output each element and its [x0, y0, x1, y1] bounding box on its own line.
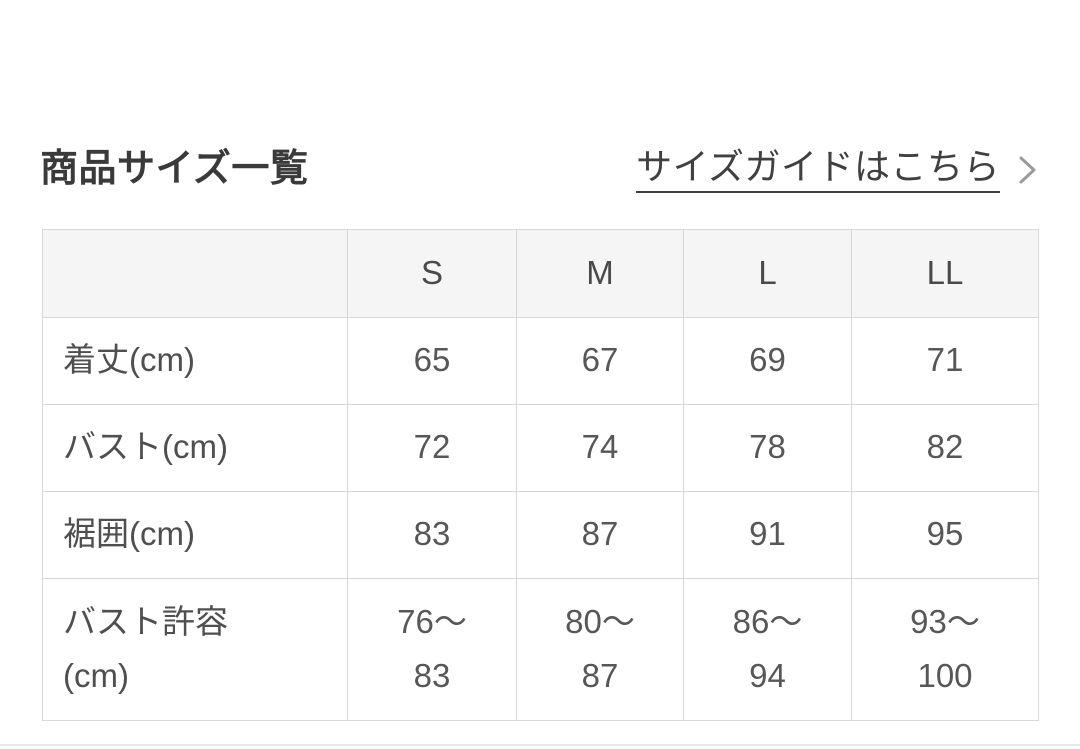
size-value-cell: 74	[516, 403, 684, 492]
row-label: バスト(cm)	[42, 403, 348, 492]
size-guide-link-label: サイズガイドはこちら	[636, 147, 1000, 193]
size-value-cell: 93〜 100	[851, 577, 1039, 721]
size-value-cell: 80〜 87	[516, 577, 684, 721]
size-value-cell: 78	[683, 403, 852, 492]
size-value-cell: 65	[347, 316, 517, 405]
size-guide-link[interactable]: サイズガイドはこちら	[636, 147, 1040, 193]
table-row-bust: バスト(cm) 72 74 78 82	[42, 403, 1039, 492]
row-label: 裾囲(cm)	[42, 490, 348, 579]
size-value-cell: 83	[347, 490, 517, 579]
size-value-cell: 87	[516, 490, 684, 579]
corner-cell	[42, 228, 348, 318]
section-header: 商品サイズ一覧 サイズガイドはこちら	[40, 147, 1040, 193]
size-value-cell: 86〜 94	[683, 577, 852, 721]
table-row-length: 着丈(cm) 65 67 69 71	[42, 316, 1039, 405]
size-value-cell: 91	[683, 490, 852, 579]
size-value-cell: 71	[851, 316, 1039, 405]
size-value-cell: 95	[851, 490, 1039, 579]
size-column-header-s: S	[347, 228, 517, 318]
size-table: S M L LL 着丈(cm) 65 67 69 71 バスト(cm) 72 7…	[42, 228, 1039, 721]
size-value-cell: 72	[347, 403, 517, 492]
row-label: 着丈(cm)	[42, 316, 348, 405]
chevron-right-icon	[1016, 153, 1040, 187]
size-column-header-m: M	[516, 228, 684, 318]
size-column-header-ll: LL	[851, 228, 1039, 318]
table-row-hem: 裾囲(cm) 83 87 91 95	[42, 490, 1039, 579]
size-value-cell: 69	[683, 316, 852, 405]
row-label: バスト許容 (cm)	[42, 577, 348, 721]
size-table-header-row: S M L LL	[42, 228, 1039, 318]
size-value-cell: 76〜 83	[347, 577, 517, 721]
section-divider	[0, 744, 1080, 746]
size-value-cell: 82	[851, 403, 1039, 492]
section-title: 商品サイズ一覧	[40, 147, 309, 190]
size-value-cell: 67	[516, 316, 684, 405]
size-column-header-l: L	[683, 228, 852, 318]
table-row-bust-allowance: バスト許容 (cm) 76〜 83 80〜 87 86〜 94 93〜 100	[42, 577, 1039, 721]
